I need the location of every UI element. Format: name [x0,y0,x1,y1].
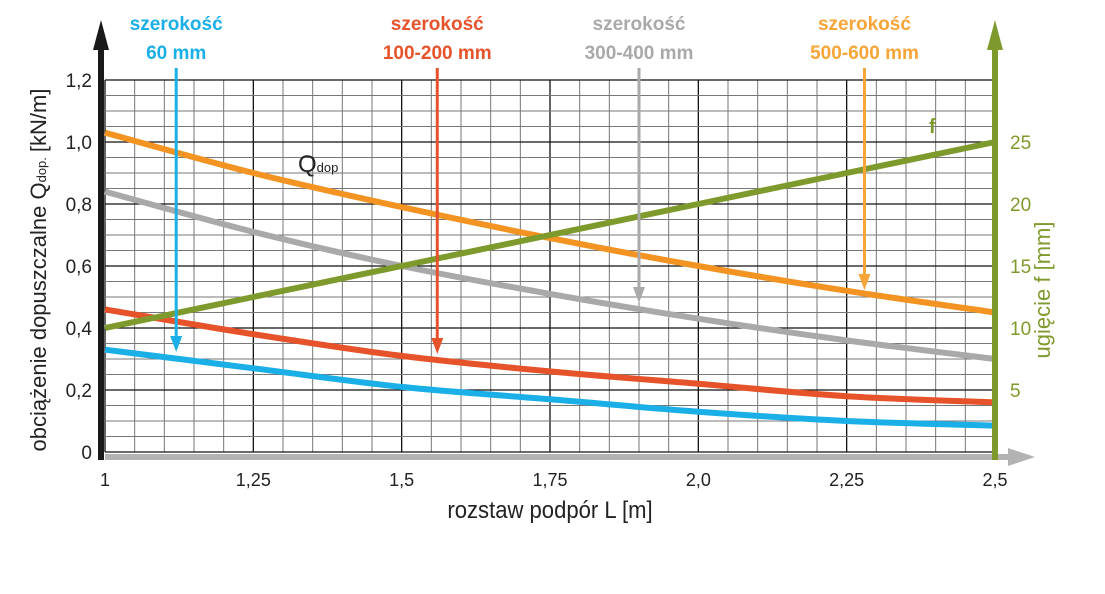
y2-tick-label: 5 [1010,381,1021,402]
x-axis-arrow-icon [1008,448,1035,466]
f-series-label: f [929,116,936,138]
y2-axis-label: ugięcie f [mm] [1030,222,1055,359]
annotation-title: szerokość [593,14,686,35]
y-tick-label: 0 [81,443,92,464]
x-tick-label: 2,25 [829,470,864,490]
x-tick-label: 1,5 [389,470,414,490]
annotation-arrow-down-icon [858,274,871,290]
annotation-width: 500-600 mm [810,43,919,64]
y-tick-label: 1,2 [66,71,92,92]
y2-tick-label: 25 [1010,133,1031,154]
x-tick-label: 2,0 [686,470,711,490]
y-tick-label: 0,8 [66,195,92,216]
annotation-arrow-down-icon [170,336,183,352]
y-tick-label: 1,0 [66,133,92,154]
y-axis-arrow-icon [93,20,109,50]
y2-tick-label: 20 [1010,195,1031,216]
annotations: szerokość 60 mm szerokość 100-200 mm szeroko… [130,14,919,354]
series-line-3 [104,346,996,429]
tick-labels: 1 1,25 1,5 1,75 2,0 2,25 2,500,20,40,60,81,01,… [66,71,1032,490]
annotation-title: szerokość [130,14,223,35]
annotation-title: szerokość [391,14,484,35]
annotation-width: 100-200 mm [383,43,492,64]
series-line-0 [104,129,996,316]
q-dop-label: Qdop [298,151,338,178]
x-tick-label: 1 [100,470,110,490]
x-tick-label: 2,5 [982,470,1007,490]
series-line-1 [104,188,996,362]
curves [104,129,996,429]
y2-tick-label: 15 [1010,257,1031,278]
annotation-width: 60 mm [146,43,206,64]
x-axis-label: rozstaw podpór L [m] [447,496,652,523]
annotation-arrow-down-icon [633,287,645,303]
y2-tick-label: 10 [1010,319,1031,340]
x-tick-label: 1,75 [532,470,567,490]
y-tick-label: 0,6 [66,257,92,278]
axes [93,20,1035,466]
y-tick-label: 0,4 [66,319,93,340]
y-tick-label: 0,2 [66,381,92,402]
annotation-width: 300-400 mm [585,43,694,64]
annotation-title: szerokość [818,14,911,35]
x-tick-label: 1,25 [236,470,271,490]
series-line-2 [104,306,996,406]
y2-axis-arrow-icon [987,20,1003,50]
annotation-arrow-down-icon [431,338,444,354]
y-axis-label: obciążenie dopuszczalne Qdop.[kN/m] [26,89,51,452]
series-f-line [104,139,996,331]
